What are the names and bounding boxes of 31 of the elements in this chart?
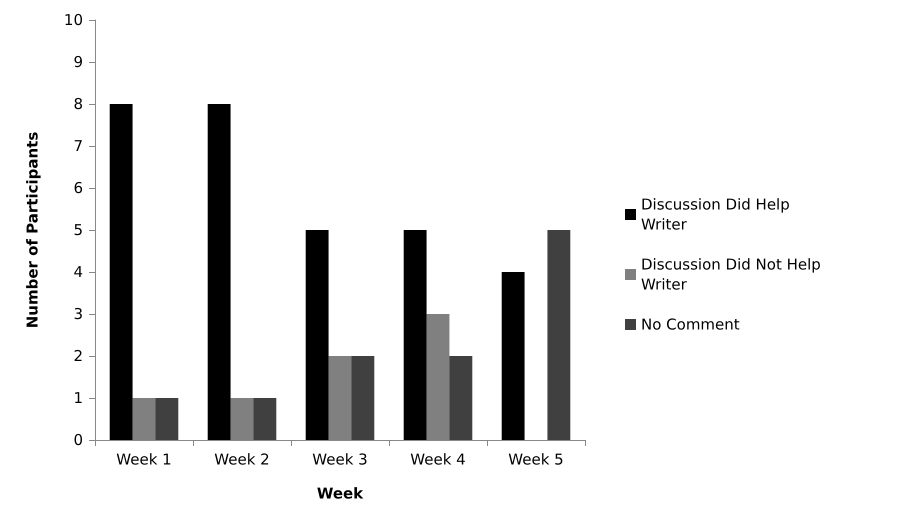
bar: [253, 398, 276, 440]
bar: [155, 398, 178, 440]
x-tick-label: Week 2: [214, 450, 270, 468]
y-tick-label: 8: [73, 95, 83, 113]
bar: [547, 230, 570, 440]
y-tick-label: 10: [64, 11, 83, 29]
bar: [449, 356, 472, 440]
y-tick-label: 4: [73, 263, 83, 281]
x-tick-label: Week 4: [410, 450, 466, 468]
bar: [502, 272, 525, 440]
x-tick-label: Week 3: [312, 450, 368, 468]
y-axis-title: Number of Participants: [24, 132, 42, 328]
y-tick-label: 2: [73, 347, 83, 365]
y-tick-label: 3: [73, 305, 83, 323]
bar: [208, 104, 231, 440]
bar: [110, 104, 133, 440]
x-axis-title: Week: [316, 484, 364, 502]
legend-label: Discussion Did Help Writer: [641, 196, 795, 234]
legend-label: Discussion Did Not Help Writer: [641, 256, 826, 294]
y-tick-label: 9: [73, 53, 83, 71]
x-tick-label: Week 5: [508, 450, 564, 468]
bar: [351, 356, 374, 440]
y-tick-label: 6: [73, 179, 83, 197]
x-tick-label: Week 1: [116, 450, 172, 468]
bar: [306, 230, 329, 440]
y-tick-label: 1: [73, 389, 83, 407]
y-tick-label: 0: [73, 431, 83, 449]
y-tick-label: 5: [73, 221, 83, 239]
y-tick-label: 7: [73, 137, 83, 155]
legend-label: No Comment: [641, 316, 740, 334]
bar: [404, 230, 427, 440]
